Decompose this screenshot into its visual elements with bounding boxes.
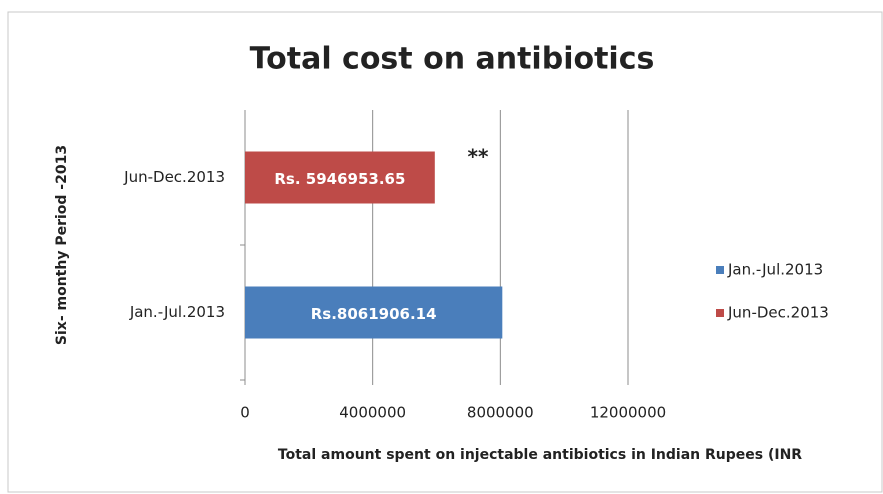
data-label: Rs.8061906.14 — [311, 305, 437, 323]
x-tick-label: 12000000 — [590, 404, 666, 422]
x-tick-label: 8000000 — [467, 404, 534, 422]
data-label: Rs. 5946953.65 — [274, 170, 405, 188]
annotation: ** — [468, 145, 489, 169]
x-tick-label: 4000000 — [339, 404, 406, 422]
bar — [245, 286, 503, 339]
chart-frame — [7, 11, 883, 493]
legend-swatch — [716, 266, 724, 274]
legend-label: Jun-Dec.2013 — [727, 304, 829, 322]
chart-title: Total cost on antibiotics — [250, 42, 655, 77]
y-tick-label: Jun-Dec.2013 — [123, 168, 225, 186]
legend-label: Jan.-Jul.2013 — [727, 261, 823, 279]
y-axis-label: Six- monthy Period -2013 — [54, 145, 70, 345]
y-tick-label: Jan.-Jul.2013 — [129, 303, 225, 321]
legend-swatch — [716, 309, 724, 317]
x-tick-label: 0 — [240, 404, 250, 422]
x-axis-label: Total amount spent on injectable antibio… — [278, 447, 802, 463]
bar — [245, 151, 435, 204]
